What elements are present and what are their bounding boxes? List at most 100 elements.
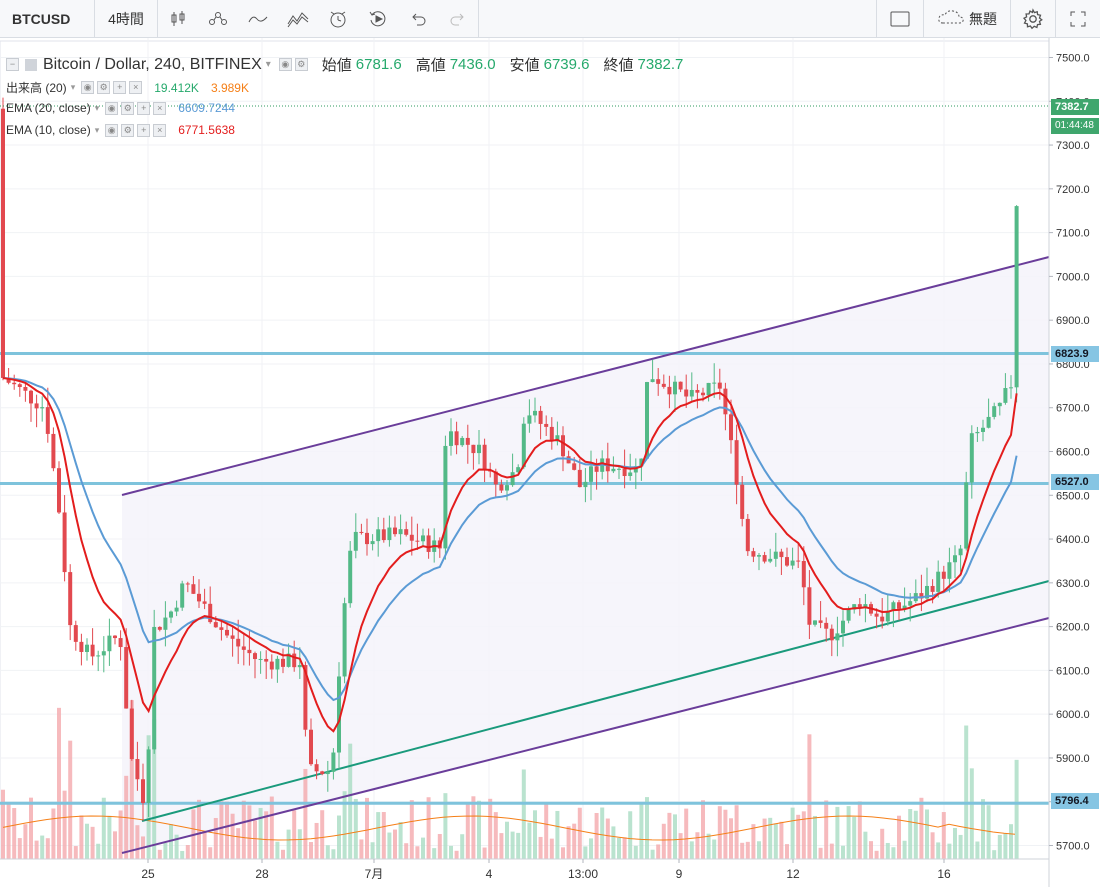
volume-bar <box>376 812 381 859</box>
candle-body <box>185 583 190 585</box>
volume-bar <box>622 837 627 859</box>
visibility-icon[interactable]: ◉ <box>105 123 119 137</box>
volume-bar <box>969 768 974 859</box>
volume-bar <box>297 829 302 859</box>
volume-bar <box>841 845 845 859</box>
volume-bar <box>241 800 246 859</box>
volume-bar <box>113 831 117 859</box>
volume-bar <box>185 845 190 859</box>
candle-body <box>113 635 117 639</box>
visibility-icon[interactable]: ◉ <box>105 101 119 115</box>
redo-icon[interactable] <box>438 0 478 38</box>
price-tick-label: 6500.0 <box>1056 490 1090 502</box>
volume-bar <box>964 725 969 859</box>
candle-body <box>370 541 375 545</box>
volume-bar <box>387 832 392 859</box>
volume-bar <box>717 806 722 859</box>
candle-body <box>85 644 89 652</box>
low-value: 6739.6 <box>543 56 590 73</box>
candle-body <box>286 653 291 667</box>
fullscreen-icon[interactable] <box>1056 0 1100 38</box>
candle-body <box>359 531 364 533</box>
candle-body <box>897 602 901 609</box>
add-icon[interactable]: + <box>137 101 151 115</box>
add-icon[interactable]: + <box>137 123 151 137</box>
volume-bar <box>936 842 941 859</box>
candle-body <box>527 415 532 424</box>
gear-icon[interactable] <box>1011 0 1055 38</box>
volume-bar <box>426 797 431 859</box>
candle-body <box>572 463 577 470</box>
volume-bar <box>538 836 543 859</box>
legend-dropdown-icon[interactable]: ▾ <box>94 102 100 113</box>
candle-body <box>107 635 112 652</box>
interval-button[interactable]: 4時間 <box>108 10 144 27</box>
settings-icon[interactable]: ⚙ <box>121 123 135 137</box>
candle-body <box>152 626 157 750</box>
collapse-icon[interactable]: − <box>6 58 19 71</box>
trend-lines[interactable] <box>121 256 1050 854</box>
volume-bar <box>269 796 274 859</box>
candle-body <box>516 467 521 473</box>
volume-bar <box>236 828 241 859</box>
volume-bar <box>286 829 291 859</box>
candle-body <box>258 658 263 660</box>
time-axis[interactable]: 25 28 7月 4 13:00 9 12 16 <box>141 859 951 881</box>
candle-body <box>281 658 285 667</box>
alert-icon[interactable] <box>318 0 358 38</box>
volume-bar <box>852 816 857 859</box>
volume-bar <box>729 818 733 859</box>
candle-body <box>381 529 386 541</box>
volume-bar <box>544 803 549 859</box>
compare-icon[interactable] <box>238 0 278 38</box>
candle-body <box>505 485 509 491</box>
candle-body <box>135 759 140 780</box>
candle-body <box>689 389 694 397</box>
layout-name-button[interactable]: 無題 <box>924 0 1010 38</box>
indicators-icon[interactable] <box>198 0 238 38</box>
legend-dropdown-icon[interactable]: ▾ <box>265 59 271 70</box>
candle-body <box>835 633 840 641</box>
candles <box>1 97 1019 821</box>
volume-bar <box>779 821 784 859</box>
candle-body <box>62 512 67 573</box>
candle-body <box>813 620 817 625</box>
candles-icon[interactable] <box>158 0 198 38</box>
candle-body <box>449 431 453 446</box>
add-icon[interactable]: + <box>113 81 127 94</box>
legend-dropdown-icon[interactable]: ▾ <box>70 82 76 92</box>
channel-upper-line <box>121 256 1050 496</box>
layout-name-label: 無題 <box>969 10 997 27</box>
candle-body <box>678 381 683 390</box>
candle-body <box>684 389 689 397</box>
visibility-icon[interactable]: ◉ <box>278 58 292 71</box>
settings-icon[interactable]: ⚙ <box>97 81 111 94</box>
volume-bar <box>516 832 521 859</box>
settings-icon[interactable]: ⚙ <box>294 58 308 71</box>
candle-body <box>482 444 487 470</box>
indicator-wave-icon[interactable] <box>278 0 318 38</box>
candle-body <box>421 535 425 542</box>
candle-body <box>73 625 78 642</box>
close-icon[interactable]: × <box>153 101 167 115</box>
candle-body <box>174 607 179 612</box>
volume-bar <box>493 812 498 859</box>
close-icon[interactable]: × <box>129 81 143 94</box>
volume-bar <box>79 815 84 859</box>
visibility-icon[interactable]: ◉ <box>81 81 95 94</box>
close-icon[interactable]: × <box>153 123 167 137</box>
rectangle-icon[interactable] <box>877 0 923 38</box>
legend-dropdown-icon[interactable]: ▾ <box>94 124 100 135</box>
volume-bar <box>96 843 101 859</box>
ema10-value: 6771.5638 <box>178 123 235 137</box>
volume-bar <box>118 810 123 859</box>
volume-bar <box>510 831 515 859</box>
price-chart[interactable]: 7500.07400.07300.07200.07100.07000.06900… <box>0 38 1100 887</box>
volume-bar <box>829 843 834 859</box>
volume-bar <box>409 800 414 859</box>
settings-icon[interactable]: ⚙ <box>121 101 135 115</box>
undo-icon[interactable] <box>398 0 438 38</box>
volume-bar <box>589 838 593 859</box>
replay-icon[interactable] <box>358 0 398 38</box>
symbol-search-button[interactable]: BTCUSD <box>12 10 71 27</box>
